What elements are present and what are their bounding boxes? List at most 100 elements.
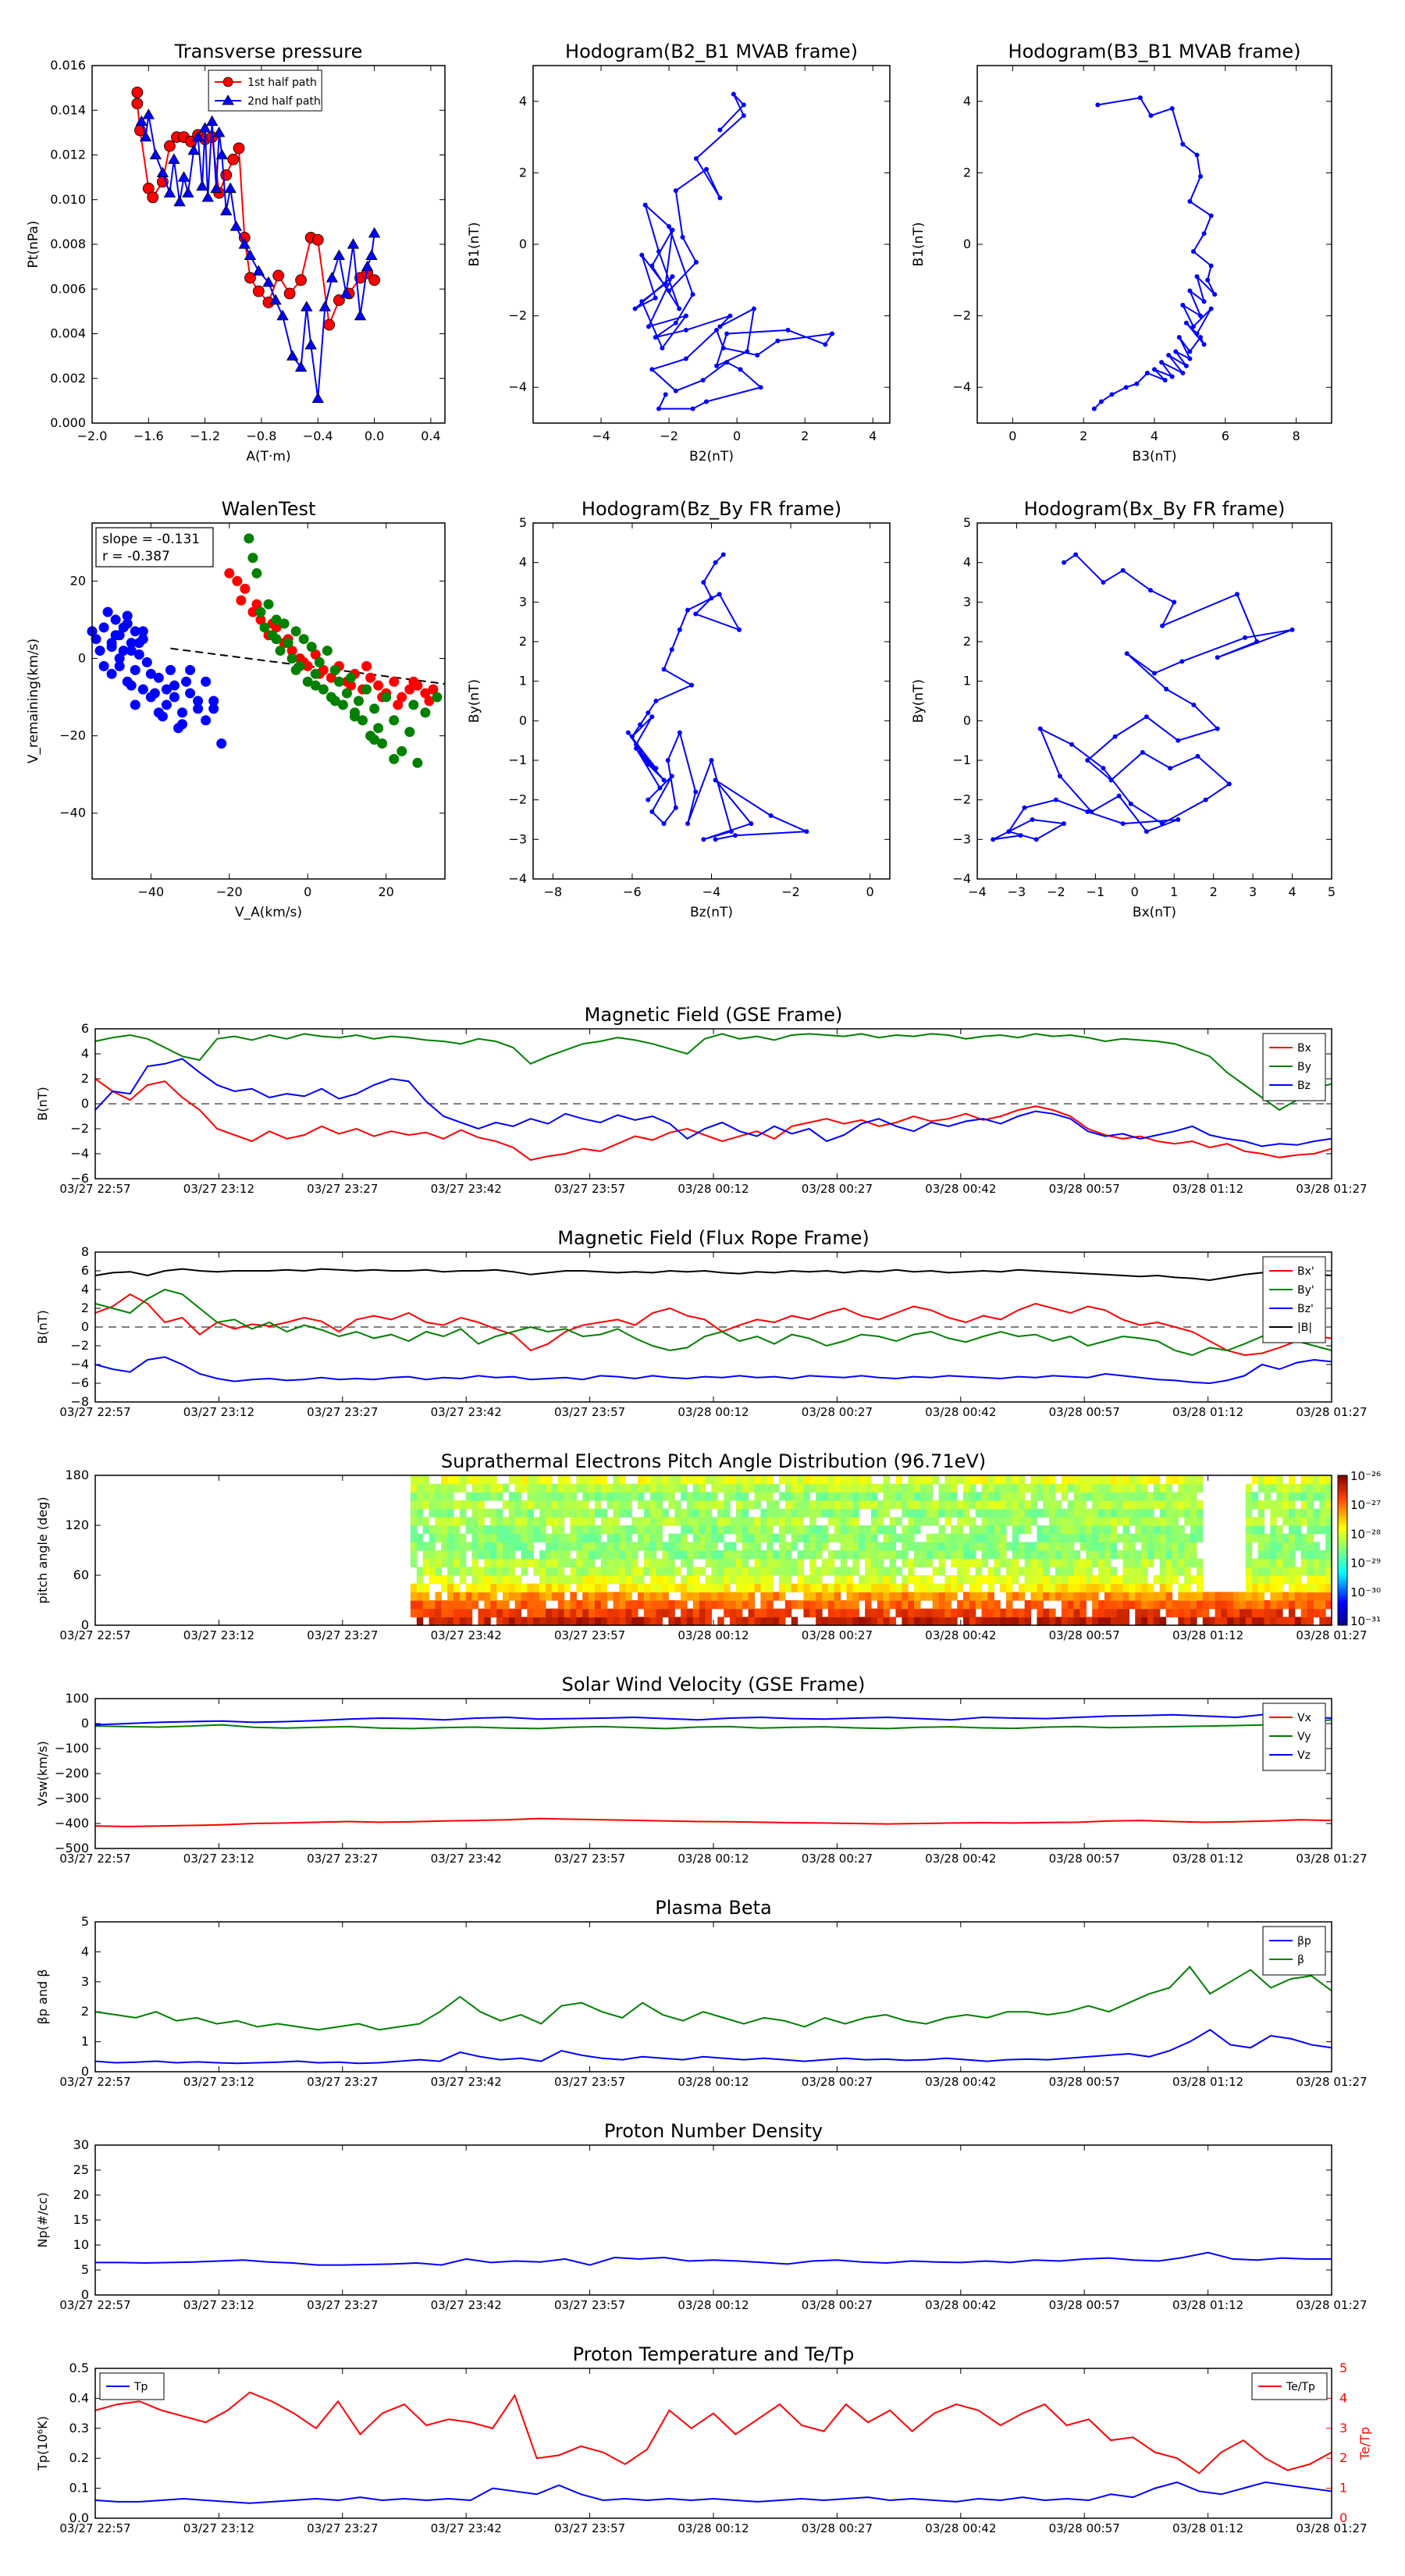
heatmap-cell xyxy=(681,1525,688,1535)
heatmap-cell xyxy=(877,1517,884,1526)
heatmap-cell xyxy=(429,1600,436,1610)
heatmap-cell xyxy=(1086,1575,1093,1585)
time-tick-label: 03/28 00:57 xyxy=(1049,1852,1120,1866)
heatmap-cell xyxy=(656,1475,663,1485)
heatmap-cell xyxy=(962,1542,970,1551)
heatmap-cell xyxy=(1159,1567,1167,1576)
y-tick-label: 4 xyxy=(81,1046,89,1061)
series-line-0 xyxy=(992,553,1293,841)
heatmap-cell xyxy=(1178,1500,1185,1510)
heatmap-cell xyxy=(987,1483,994,1493)
heatmap-cell xyxy=(527,1608,534,1617)
heatmap-cell xyxy=(1073,1508,1081,1517)
heatmap-cell xyxy=(865,1483,872,1493)
heatmap-cell xyxy=(1313,1508,1320,1517)
heatmap-cell xyxy=(778,1558,786,1567)
heatmap-cell xyxy=(827,1550,835,1560)
y-tick-label: −3 xyxy=(508,831,527,846)
heatmap-cell xyxy=(975,1600,983,1610)
heatmap-cell xyxy=(742,1558,749,1567)
heatmap-cell xyxy=(822,1492,829,1501)
heatmap-cell xyxy=(1307,1558,1314,1567)
heatmap-cell xyxy=(1190,1550,1197,1560)
heatmap-cell xyxy=(1251,1558,1259,1567)
colorbar-tick-label: 10⁻³⁰ xyxy=(1350,1585,1381,1599)
heatmap-cell xyxy=(1135,1508,1142,1517)
heatmap-cell xyxy=(1215,1592,1222,1601)
heatmap-cell xyxy=(1135,1617,1142,1626)
heatmap-cell xyxy=(1227,1608,1234,1617)
heatmap-cell xyxy=(1135,1592,1142,1601)
heatmap-cell xyxy=(724,1583,731,1592)
y-tick-label: 4 xyxy=(81,1282,89,1297)
heatmap-cell xyxy=(465,1600,473,1610)
heatmap-cell xyxy=(496,1575,503,1585)
heatmap-cell xyxy=(834,1475,841,1485)
heatmap-cell xyxy=(471,1542,479,1551)
heatmap-cell xyxy=(1276,1525,1283,1535)
heatmap-cell xyxy=(564,1583,571,1592)
data-point xyxy=(1201,299,1207,304)
heatmap-cell xyxy=(490,1558,497,1567)
heatmap-cell xyxy=(981,1592,989,1601)
heatmap-cell xyxy=(1245,1525,1253,1535)
heatmap-cell xyxy=(865,1617,872,1626)
heatmap-cell xyxy=(803,1592,810,1601)
heatmap-cell xyxy=(459,1500,467,1510)
heatmap-cell xyxy=(767,1508,774,1517)
heatmap-cell xyxy=(1012,1500,1019,1510)
heatmap-cell xyxy=(969,1475,976,1485)
heatmap-cell xyxy=(1190,1508,1197,1517)
heatmap-cell xyxy=(557,1592,565,1601)
data-point xyxy=(131,98,144,110)
data-point xyxy=(122,610,133,621)
data-point xyxy=(232,575,243,586)
heatmap-cell xyxy=(1178,1508,1185,1517)
heatmap-cell xyxy=(576,1525,583,1535)
data-point xyxy=(724,331,730,336)
data-point xyxy=(1144,829,1149,834)
heatmap-cell xyxy=(926,1542,934,1551)
heatmap-cell xyxy=(1282,1483,1289,1493)
data-point xyxy=(632,306,638,311)
heatmap-cell xyxy=(902,1600,909,1610)
heatmap-cell xyxy=(1257,1550,1265,1560)
y-tick-label: 4 xyxy=(963,555,971,570)
heatmap-cell xyxy=(1270,1575,1277,1585)
data-point xyxy=(785,327,791,333)
heatmap-cell xyxy=(1165,1550,1173,1560)
heatmap-cell xyxy=(459,1575,467,1585)
heatmap-cell xyxy=(564,1542,571,1551)
heatmap-cell xyxy=(656,1500,663,1510)
heatmap-cell xyxy=(1129,1517,1136,1526)
data-point xyxy=(1194,152,1200,158)
heatmap-cell xyxy=(1313,1525,1320,1535)
heatmap-cell xyxy=(919,1517,927,1526)
data-point xyxy=(1018,833,1023,838)
heatmap-cell xyxy=(1110,1533,1118,1542)
data-point xyxy=(1037,726,1043,731)
heatmap-cell xyxy=(1129,1475,1136,1485)
heatmap-cell xyxy=(975,1475,983,1485)
heatmap-cell xyxy=(1067,1542,1075,1551)
data-point xyxy=(689,682,695,688)
heatmap-cell xyxy=(1043,1558,1050,1567)
heatmap-cell xyxy=(730,1592,737,1601)
heatmap-cell xyxy=(594,1483,602,1493)
heatmap-cell xyxy=(877,1508,884,1517)
heatmap-cell xyxy=(643,1567,651,1576)
heatmap-cell xyxy=(773,1592,780,1601)
data-point-triangle xyxy=(269,294,282,305)
data-point xyxy=(1120,568,1126,573)
heatmap-cell xyxy=(994,1608,1001,1617)
heatmap-cell xyxy=(724,1550,731,1560)
heatmap-cell xyxy=(471,1558,479,1567)
heatmap-cell xyxy=(981,1525,989,1535)
heatmap-cell xyxy=(545,1617,553,1626)
heatmap-cell xyxy=(447,1508,454,1517)
heatmap-cell xyxy=(625,1567,632,1576)
data-point xyxy=(1234,592,1240,597)
data-point xyxy=(98,622,109,633)
time-tick-label: 03/28 01:27 xyxy=(1296,1405,1367,1419)
